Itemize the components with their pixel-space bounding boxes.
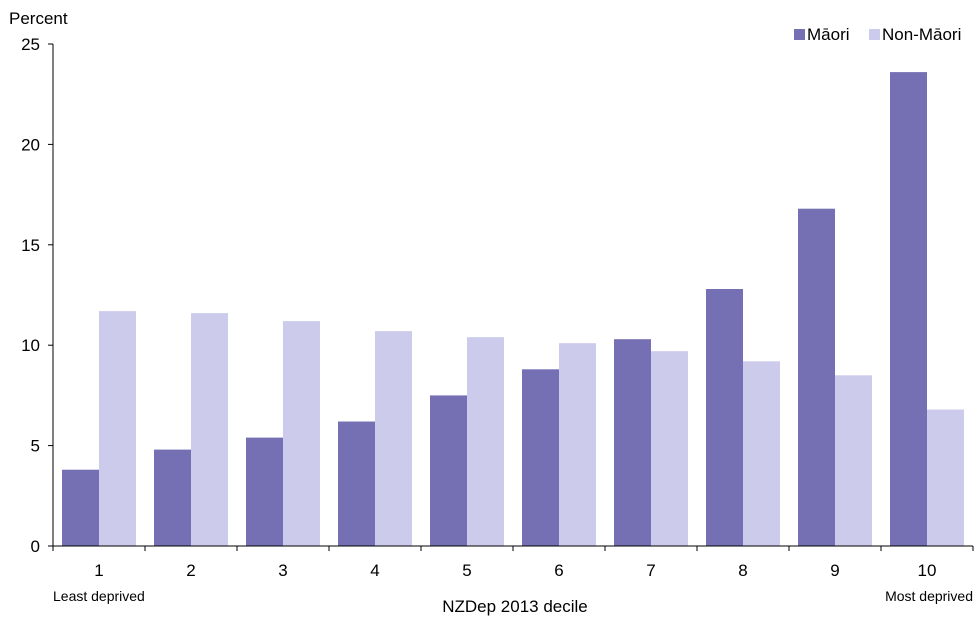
bar-non-maori-decile-10	[927, 409, 964, 546]
legend-label-maori: Māori	[807, 25, 850, 44]
legend-swatch-non-maori	[869, 29, 880, 40]
bar-non-maori-decile-9	[835, 375, 872, 546]
x-tick-label: 6	[554, 561, 563, 580]
y-tick-label: 10	[21, 336, 40, 355]
y-tick-label: 25	[21, 35, 40, 54]
bar-maori-decile-1	[62, 469, 99, 546]
x-axis: 1 2 3 4 5 6 7 8 9 10	[52, 545, 974, 580]
x-tick-label: 8	[738, 561, 747, 580]
x-tick-label: 1	[94, 561, 103, 580]
x-tick-label: 10	[918, 561, 937, 580]
bar-maori-decile-3	[246, 437, 283, 546]
x-tick-label: 4	[370, 561, 379, 580]
bar-non-maori-decile-8	[743, 361, 780, 546]
y-tick-label: 5	[31, 437, 40, 456]
bar-maori-decile-8	[706, 289, 743, 546]
bar-maori-decile-9	[798, 208, 835, 546]
bar-non-maori-decile-6	[559, 343, 596, 546]
bar-maori-decile-2	[154, 449, 191, 546]
x-tick-label: 9	[830, 561, 839, 580]
legend-label-non-maori: Non-Māori	[882, 25, 961, 44]
bar-maori-decile-7	[614, 339, 651, 546]
x-tick-label: 7	[646, 561, 655, 580]
y-tick-label: 15	[21, 236, 40, 255]
x-tick-label: 3	[278, 561, 287, 580]
bars	[62, 72, 964, 546]
least-deprived-note: Least deprived	[53, 588, 145, 604]
most-deprived-note: Most deprived	[885, 588, 973, 604]
legend-swatch-maori	[794, 29, 805, 40]
bar-maori-decile-4	[338, 421, 375, 546]
bar-non-maori-decile-4	[375, 331, 412, 546]
y-tick-label: 0	[31, 537, 40, 556]
x-axis-title: NZDep 2013 decile	[442, 597, 588, 616]
bar-non-maori-decile-7	[651, 351, 688, 546]
bar-non-maori-decile-2	[191, 313, 228, 546]
y-axis: 0 5 10 15 20 25	[21, 35, 54, 556]
x-tick-label: 5	[462, 561, 471, 580]
bar-maori-decile-6	[522, 369, 559, 546]
y-axis-label: Percent	[9, 9, 68, 28]
bar-non-maori-decile-1	[99, 311, 136, 546]
legend-box	[784, 16, 978, 58]
y-tick-label: 20	[21, 135, 40, 154]
bar-maori-decile-5	[430, 395, 467, 546]
legend: Māori Non-Māori	[784, 16, 978, 58]
bar-non-maori-decile-3	[283, 321, 320, 546]
bar-maori-decile-10	[890, 72, 927, 546]
bar-non-maori-decile-5	[467, 337, 504, 546]
x-tick-label: 2	[186, 561, 195, 580]
